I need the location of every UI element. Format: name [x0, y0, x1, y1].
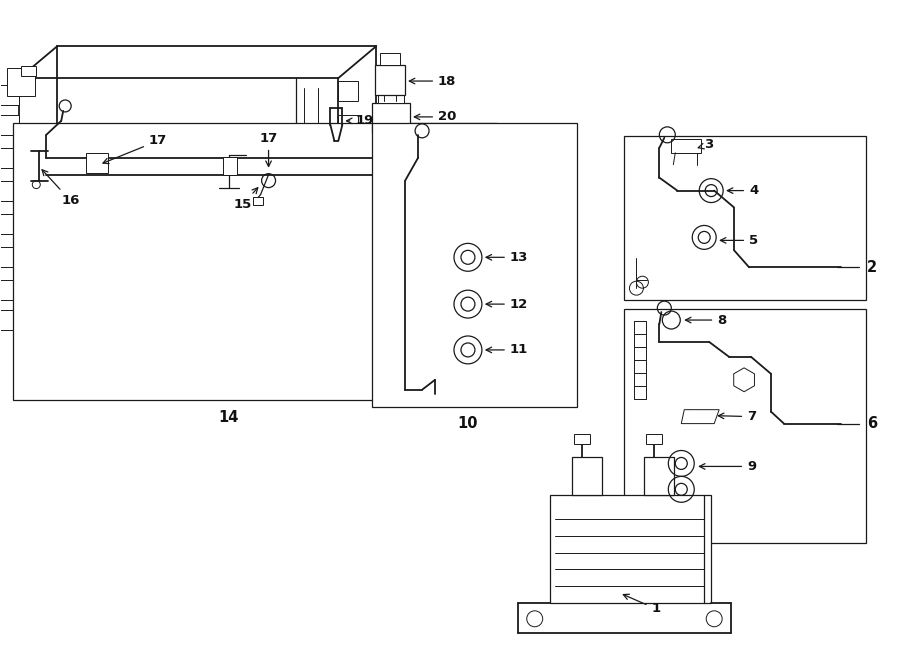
Bar [0, 148, 19, 167]
Bar [0, 214, 19, 234]
Text: 2: 2 [867, 260, 877, 275]
Bar [302, 254, 323, 272]
Text: 15: 15 [233, 188, 257, 211]
Text: 7: 7 [718, 410, 756, 423]
Bar [0, 85, 19, 105]
Text: 19: 19 [346, 115, 374, 127]
Text: 3: 3 [698, 138, 714, 152]
Text: 14: 14 [219, 410, 238, 425]
Bar [671, 139, 701, 153]
Bar [375, 65, 405, 95]
Text: 11: 11 [486, 344, 528, 356]
Bar [378, 133, 404, 145]
Bar [378, 91, 404, 103]
Bar [0, 181, 19, 201]
Bar [7, 68, 35, 96]
Text: 20: 20 [414, 111, 456, 123]
Bar [22, 80, 337, 330]
Text: 5: 5 [720, 234, 758, 247]
Bar [646, 434, 662, 444]
Bar [222, 157, 237, 175]
Text: 4: 4 [727, 184, 759, 197]
Bar [253, 197, 263, 205]
Bar [22, 66, 36, 76]
Bar [338, 161, 358, 181]
Text: 10: 10 [458, 416, 478, 431]
Text: 9: 9 [699, 460, 756, 473]
Bar [0, 248, 19, 267]
Text: 17: 17 [259, 132, 278, 167]
Bar [338, 81, 358, 101]
Bar [625, 309, 866, 543]
Polygon shape [681, 410, 719, 424]
Text: 13: 13 [486, 251, 528, 264]
Bar [338, 115, 358, 135]
Text: 18: 18 [410, 75, 456, 87]
Bar [338, 207, 358, 228]
Bar [86, 153, 108, 173]
Text: 8: 8 [686, 314, 726, 326]
Bar [338, 302, 358, 322]
Bar [373, 103, 410, 133]
Bar [338, 258, 358, 277]
Bar [380, 53, 400, 65]
Bar [0, 310, 19, 330]
Bar [572, 457, 601, 495]
Bar [625, 136, 866, 300]
Bar [550, 495, 711, 603]
Text: 17: 17 [103, 134, 167, 164]
Text: 6: 6 [867, 416, 877, 431]
Bar [302, 284, 323, 302]
Text: 12: 12 [486, 298, 528, 310]
Bar [644, 457, 674, 495]
Text: 1: 1 [624, 594, 661, 616]
Bar [0, 115, 19, 135]
Bar [573, 434, 590, 444]
Bar [373, 123, 577, 406]
Bar [0, 280, 19, 300]
Text: 16: 16 [42, 169, 79, 207]
Bar [14, 123, 497, 400]
